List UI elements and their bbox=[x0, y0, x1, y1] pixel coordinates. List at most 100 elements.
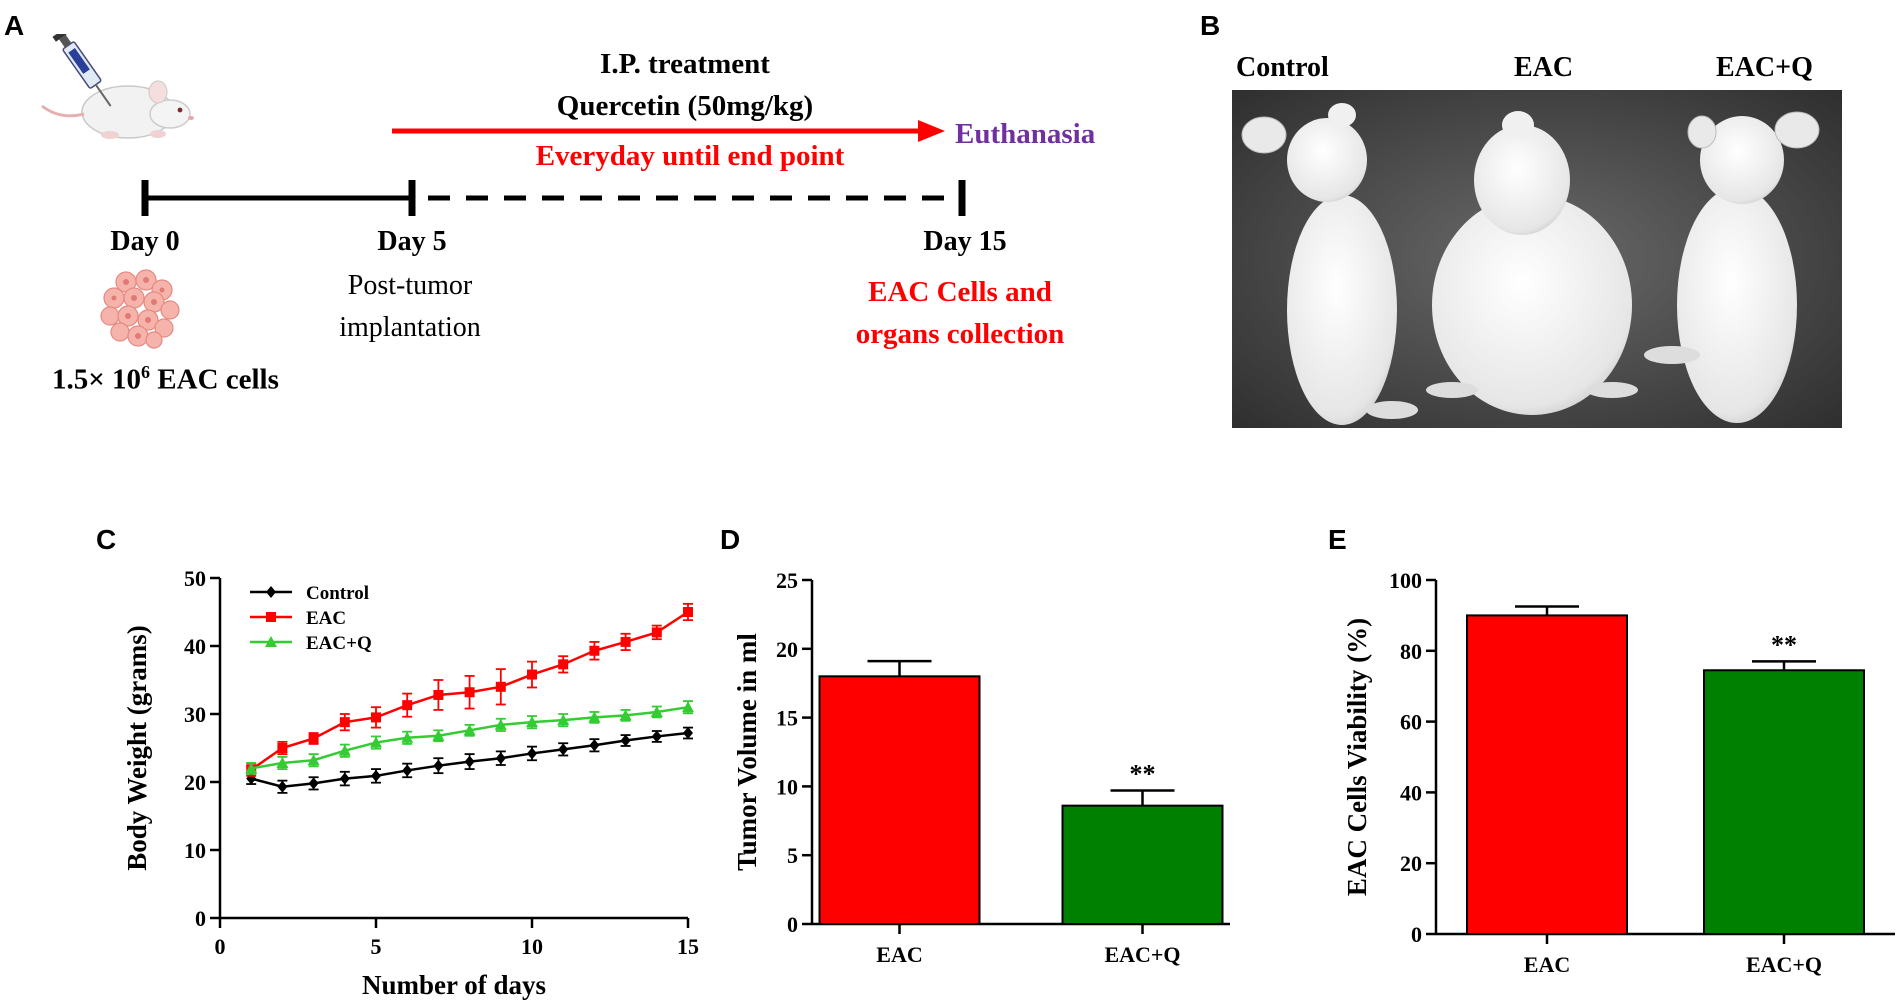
viability-chart-y-tick-label: 40 bbox=[1400, 780, 1422, 805]
tumor-volume-bar-chart: 0 5 10 15 20 25 Tumor Volume in ml EAC EAC+Q ** bbox=[732, 568, 1230, 967]
line-chart-y-tick-label: 10 bbox=[184, 838, 206, 863]
body-weight-line-chart: 0 10 20 30 40 50 0 5 10 15 Number of days Body Weig… bbox=[122, 566, 699, 1000]
series-control-point bbox=[433, 759, 444, 772]
panel-letter-d: D bbox=[720, 524, 741, 555]
series-eac-point bbox=[464, 687, 475, 698]
panel-letter-c: C bbox=[96, 524, 117, 555]
series-eac bbox=[246, 602, 693, 777]
viability-chart-y-tick-label: 100 bbox=[1389, 568, 1422, 593]
day5-label: Day 5 bbox=[377, 226, 447, 257]
series-control-point bbox=[620, 734, 631, 747]
viability-chart-bar-eac bbox=[1466, 614, 1628, 936]
series-control-point bbox=[464, 755, 475, 768]
cell-cluster-icon bbox=[100, 269, 180, 349]
viability-chart-y-tick-label: 0 bbox=[1411, 922, 1422, 947]
series-eac-point bbox=[558, 659, 569, 670]
series-control-point bbox=[558, 743, 569, 756]
cells-count-exponent: 6 bbox=[141, 362, 151, 382]
series-eac-q-point bbox=[307, 754, 320, 766]
treatment-schedule: Everyday until end point bbox=[535, 140, 845, 172]
tumor-chart-y-tick-label: 5 bbox=[787, 843, 798, 868]
line-chart-y-title: Body Weight (grams) bbox=[122, 625, 152, 871]
series-control-point bbox=[402, 764, 413, 777]
series-eac-q-point bbox=[370, 736, 382, 748]
legend-marker-series-eac bbox=[266, 612, 276, 622]
mouse-injection-icon bbox=[41, 34, 194, 139]
series-eac-point bbox=[371, 712, 381, 723]
photo-label-eac: EAC bbox=[1514, 52, 1574, 83]
post-tumor-label: Post-tumor bbox=[347, 270, 473, 301]
series-eac-point bbox=[495, 681, 506, 692]
cells-count-prefix: 1.5× 10 bbox=[52, 363, 142, 396]
legend-marker-series-eac-q bbox=[265, 636, 277, 647]
series-control-point bbox=[371, 769, 381, 782]
cells-count-suffix: EAC cells bbox=[150, 363, 279, 396]
series-eac-q-point bbox=[682, 701, 694, 713]
series-eac-q-point bbox=[432, 729, 445, 741]
viability-chart-y-title: EAC Cells Viability (%) bbox=[1342, 618, 1372, 896]
mice-photo bbox=[1232, 90, 1842, 428]
treatment-dose: Quercetin (50mg/kg) bbox=[556, 90, 814, 122]
series-control-point bbox=[589, 739, 600, 752]
series-control-point bbox=[651, 730, 662, 743]
tumor-chart-y-tick-label: 15 bbox=[776, 706, 798, 731]
viability-chart-y-tick-label: 20 bbox=[1400, 851, 1422, 876]
tumor-chart-y-tick-label: 0 bbox=[787, 912, 798, 937]
cells-count-label: 1.5× 106 EAC cells bbox=[52, 362, 279, 397]
photo-label-eac-q: EAC+Q bbox=[1716, 52, 1813, 83]
series-control-point bbox=[495, 752, 506, 765]
tumor-chart-y-tick-label: 20 bbox=[776, 637, 798, 662]
legend-label-series-eac: EAC bbox=[306, 608, 346, 629]
series-eac-q bbox=[245, 700, 694, 775]
line-chart-x-tick-label: 0 bbox=[215, 934, 226, 959]
series-eac-point bbox=[277, 743, 288, 753]
tumor-chart-bar-eac-label: EAC bbox=[876, 942, 922, 967]
timeline bbox=[141, 120, 966, 216]
tumor-chart-bar-eac-q-label: EAC+Q bbox=[1104, 942, 1180, 967]
line-chart-y-tick-label: 20 bbox=[184, 770, 206, 795]
tumor-chart-bar-eac bbox=[818, 675, 981, 925]
series-eac-point bbox=[527, 669, 537, 680]
viability-chart-bar-eac-q-label: EAC+Q bbox=[1746, 952, 1822, 977]
panel-letter-a: A bbox=[4, 10, 25, 41]
series-eac-point bbox=[651, 627, 662, 638]
line-chart-y-tick-label: 40 bbox=[184, 634, 206, 659]
series-control-point bbox=[277, 780, 288, 793]
tumor-chart-bar-eac-q-significance: ** bbox=[1130, 760, 1156, 789]
series-control-point bbox=[527, 747, 537, 760]
series-eac-q-point bbox=[245, 762, 258, 774]
panel-letter-b: B bbox=[1200, 10, 1221, 41]
panel-letter-e: E bbox=[1328, 524, 1347, 555]
series-control-point bbox=[246, 772, 257, 785]
tumor-chart-y-tick-label: 25 bbox=[776, 568, 798, 593]
series-eac-q-point bbox=[276, 756, 289, 768]
collection-line2: organs collection bbox=[855, 318, 1065, 350]
series-eac-q-point bbox=[557, 714, 570, 726]
line-chart-x-title: Number of days bbox=[362, 970, 546, 1000]
series-eac-q-point bbox=[650, 705, 663, 717]
treatment-arrow-head bbox=[918, 120, 945, 142]
series-eac-point bbox=[433, 689, 444, 700]
series-eac-point bbox=[339, 717, 350, 728]
series-eac-q-point bbox=[526, 716, 538, 728]
series-eac-point bbox=[620, 636, 631, 647]
mouse-eac-q bbox=[1644, 111, 1820, 423]
viability-chart-y-tick-label: 80 bbox=[1400, 639, 1422, 664]
line-chart-x-tick-label: 5 bbox=[371, 934, 382, 959]
series-eac-q-point bbox=[338, 744, 351, 756]
day15-label: Day 15 bbox=[923, 226, 1007, 257]
series-control bbox=[246, 726, 693, 794]
series-eac-q-point bbox=[401, 731, 414, 743]
mouse-eac bbox=[1426, 111, 1638, 415]
series-control-point bbox=[683, 727, 693, 740]
viability-chart-bar-eac-q-significance: ** bbox=[1771, 630, 1797, 659]
series-eac-point bbox=[683, 607, 693, 617]
series-eac-point bbox=[402, 700, 413, 711]
viability-chart-y-tick-label: 60 bbox=[1400, 710, 1422, 735]
series-eac-point bbox=[308, 733, 319, 744]
tumor-chart-y-tick-label: 10 bbox=[776, 774, 798, 799]
series-control-point bbox=[308, 777, 319, 790]
line-chart-x-tick-label: 15 bbox=[677, 934, 699, 959]
legend-marker-series-control bbox=[266, 586, 276, 598]
viability-chart-bar-eac-label: EAC bbox=[1524, 952, 1570, 977]
